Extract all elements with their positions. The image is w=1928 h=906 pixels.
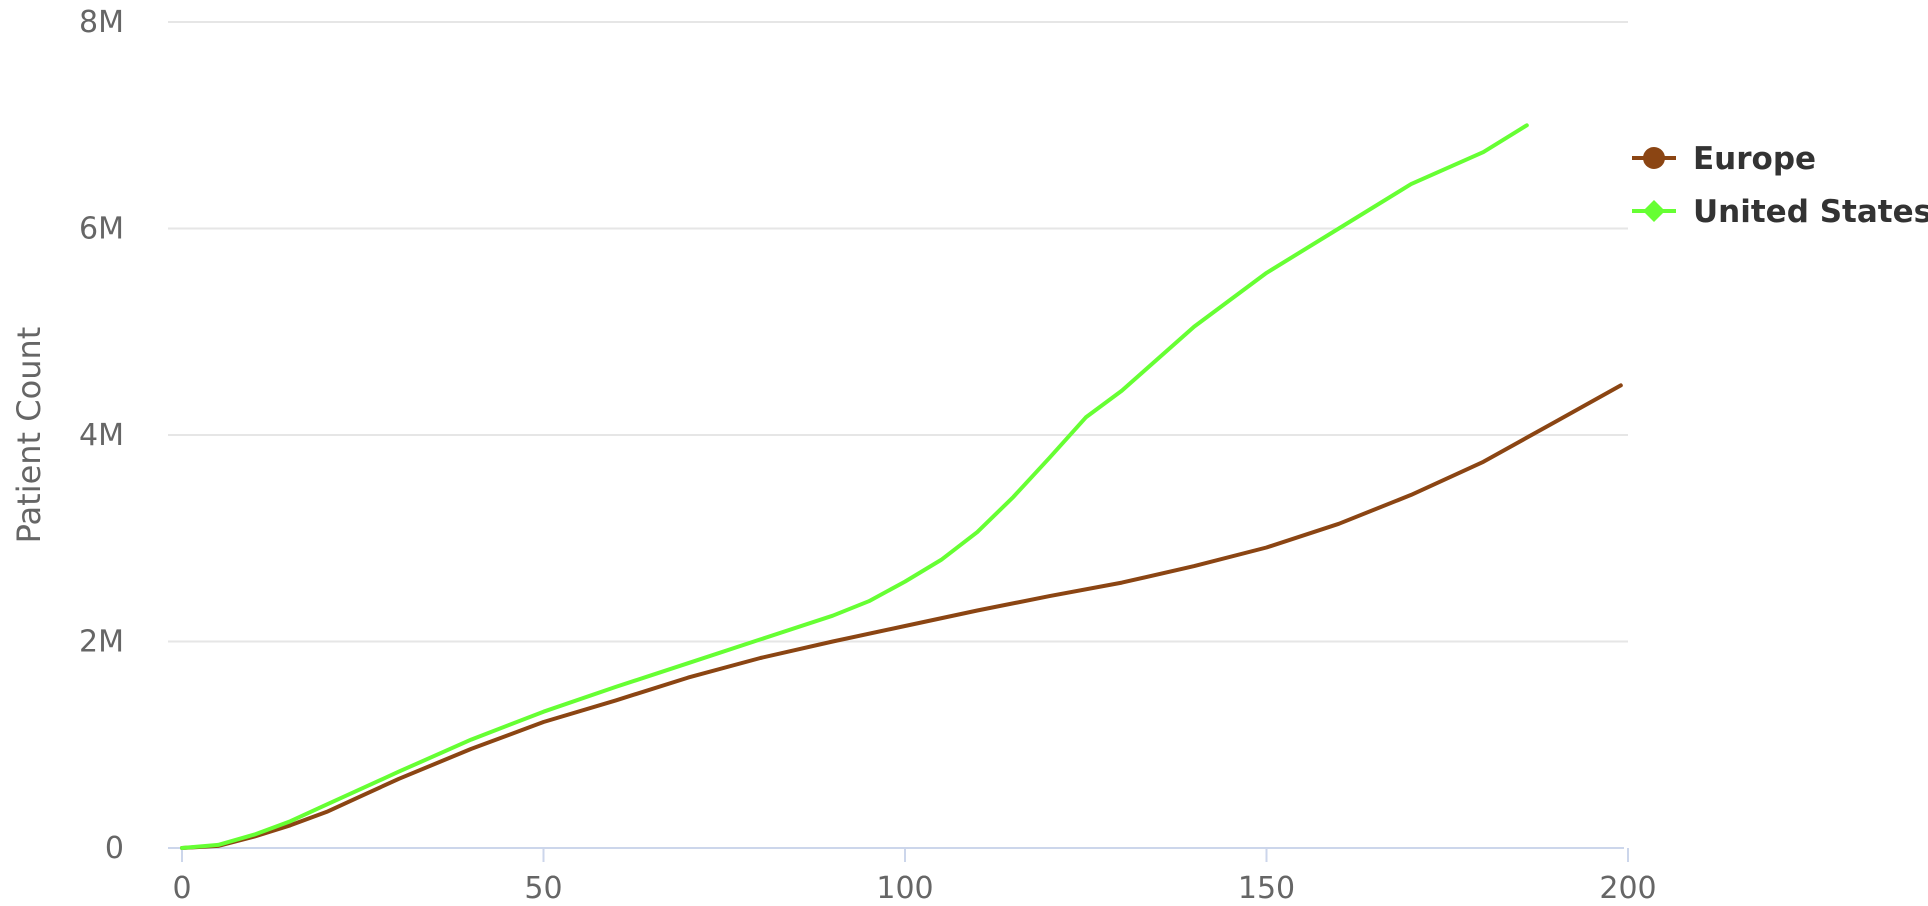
- y-tick-label: 8M: [79, 5, 124, 40]
- series-line-united-states[interactable]: [180, 123, 1529, 850]
- legend-circle-marker-icon: [1643, 147, 1665, 169]
- legend-label: United States: [1693, 194, 1928, 230]
- x-tick-label: 100: [876, 871, 933, 906]
- legend-item-europe[interactable]: Europe: [1632, 141, 1816, 177]
- axes: 0 2M 4M 6M 8M 0 50 100 150 200: [79, 5, 1657, 906]
- y-tick-label: 4M: [79, 418, 124, 453]
- x-tick-label: 150: [1238, 871, 1295, 906]
- y-tick-label: 2M: [79, 625, 124, 660]
- legend: Europe United States: [1632, 141, 1928, 230]
- x-tick-label: 0: [172, 871, 191, 906]
- legend-diamond-marker-icon: [1643, 200, 1665, 222]
- grid-lines: [168, 21, 1628, 643]
- legend-label: Europe: [1693, 141, 1816, 177]
- x-tick-label: 200: [1599, 871, 1656, 906]
- x-tick-label: 50: [524, 871, 562, 906]
- y-tick-label: 6M: [79, 212, 124, 247]
- series-lines: [180, 123, 1623, 850]
- y-tick-label: 0: [105, 831, 124, 866]
- series-line-europe[interactable]: [180, 383, 1623, 850]
- legend-item-united-states[interactable]: United States: [1632, 194, 1928, 230]
- y-axis-title: Patient Count: [10, 327, 48, 544]
